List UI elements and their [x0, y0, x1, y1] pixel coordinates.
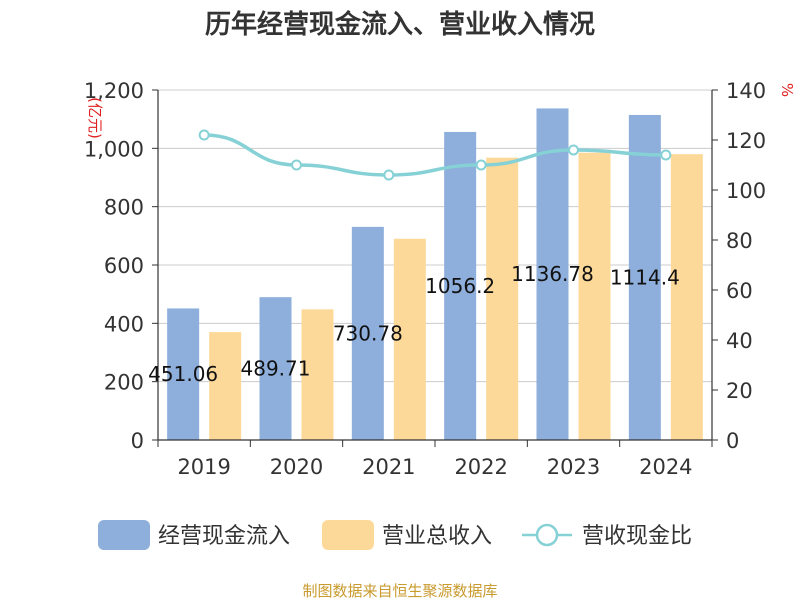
legend-label: 经营现金流入: [158, 524, 290, 549]
y-right-tick-label: 0: [726, 429, 739, 453]
legend-marker: [535, 523, 559, 547]
legend: 经营现金流入 营业总收入 营收现金比: [98, 520, 692, 550]
ratio-point: [475, 159, 487, 171]
y-axis-left-unit: (亿元): [86, 97, 104, 139]
legend-label: 营业总收入: [382, 524, 492, 549]
legend-revenue: 营业总收入: [322, 520, 492, 550]
bar-cash-inflow: [167, 308, 200, 440]
y-left-tick-label: 600: [104, 254, 144, 278]
legend-label: 营收现金比: [582, 524, 692, 549]
ratio-point: [198, 129, 210, 141]
ratio-point: [568, 144, 579, 156]
x-tick-label: 2023: [547, 455, 600, 479]
y-axis-right-unit: %: [778, 83, 796, 97]
y-right-tick-label: 120: [726, 129, 766, 153]
x-tick-label: 2020: [270, 455, 323, 479]
bar-cash-inflow: [536, 108, 569, 441]
legend-ratio: 营收现金比: [522, 523, 692, 549]
ratio-point: [291, 159, 302, 171]
x-tick-label: 2022: [454, 455, 507, 479]
bar-data-label: 1114.4: [610, 265, 680, 289]
bar-revenue: [670, 154, 703, 440]
bar-cash-inflow: [628, 114, 661, 440]
y-right-tick-label: 60: [726, 279, 753, 303]
y-right-tick-label: 20: [726, 379, 753, 403]
y-right-tick-label: 80: [726, 229, 753, 253]
bar-cash-inflow: [351, 226, 384, 440]
y-left-tick-label: 1,200: [84, 79, 144, 103]
x-tick-label: 2024: [639, 455, 692, 479]
y-left-tick-label: 1,000: [84, 137, 144, 161]
bar-revenue: [486, 157, 519, 440]
y-left-tick-label: 200: [104, 371, 144, 395]
bar-data-label: 451.06: [148, 362, 218, 386]
bar-revenue: [578, 152, 611, 441]
bar-revenue: [209, 332, 242, 440]
y-right-tick-label: 140: [726, 79, 766, 103]
data-labels: 451.06 489.71 730.78 1056.2 1136.78 1114.4: [148, 262, 680, 386]
bar-revenue: [301, 309, 334, 440]
chart-title: 历年经营现金流入、营业收入情况: [205, 9, 595, 40]
y-left-tick-label: 400: [104, 312, 144, 336]
bar-cash-inflow: [444, 131, 477, 441]
bar-data-label: 1136.78: [511, 262, 594, 286]
bar-revenue: [393, 238, 426, 440]
y-left-tick-label: 800: [104, 196, 144, 220]
bar-data-label: 489.71: [241, 357, 311, 381]
bars: [167, 108, 703, 441]
legend-swatch: [322, 520, 374, 550]
bar-data-label: 1056.2: [425, 274, 495, 298]
y-right-tick-label: 100: [726, 179, 766, 203]
y-right-tick-label: 40: [726, 329, 753, 353]
ratio-point: [383, 169, 395, 181]
x-tick-label: 2021: [362, 455, 415, 479]
legend-cash-inflow: 经营现金流入: [98, 520, 290, 550]
source-note: 制图数据来自恒生聚源数据库: [302, 582, 497, 600]
bar-cash-inflow: [259, 297, 292, 440]
legend-swatch: [98, 520, 150, 550]
ratio-point: [660, 149, 672, 161]
axes: 0 200 400 600 800 1,000 1,200 0 20 40 60 80 100 120 14…: [84, 79, 766, 479]
ratio-line: [198, 129, 672, 181]
x-tick-label: 2019: [177, 455, 230, 479]
bar-data-label: 730.78: [333, 321, 403, 345]
y-left-tick-label: 0: [131, 429, 144, 453]
